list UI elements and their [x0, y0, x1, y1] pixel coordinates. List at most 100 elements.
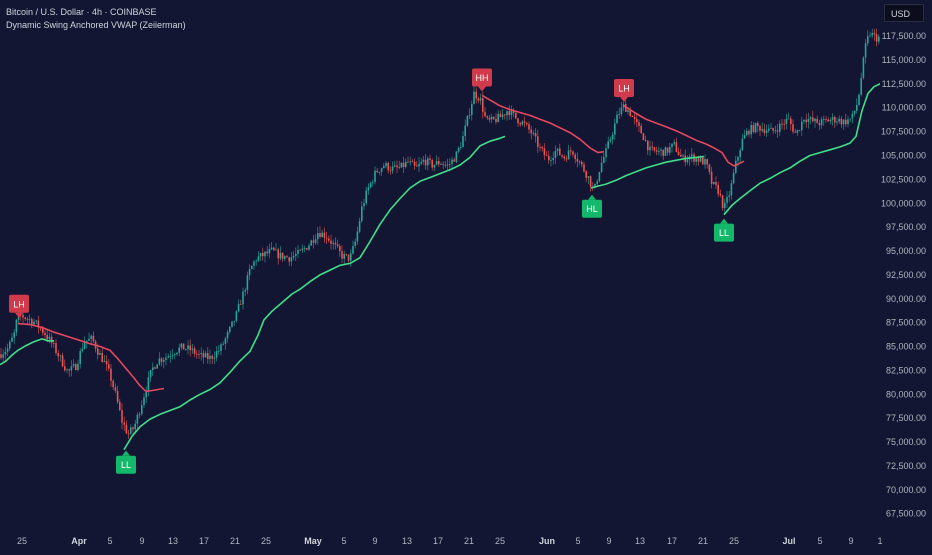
currency-button[interactable]: USD [884, 4, 924, 22]
candle-body [556, 148, 559, 151]
candlestick-series [0, 28, 882, 439]
candle-body [864, 43, 867, 58]
candle-body [240, 304, 242, 305]
symbol-title[interactable]: Bitcoin / U.S. Dollar · 4h · COINBASE [6, 7, 157, 17]
candle-body [156, 364, 158, 369]
resistance-vwap-line[interactable] [623, 105, 745, 167]
y-tick-label: 110,000.00 [882, 103, 926, 113]
candle-body [823, 119, 825, 120]
candle-body [420, 161, 422, 164]
candle-body [231, 321, 233, 327]
candle-body [486, 116, 488, 118]
swing-label-lh[interactable]: LH [614, 79, 634, 102]
candle-body [600, 162, 603, 172]
candle-body [6, 348, 9, 352]
candle-body [92, 335, 95, 342]
candle-body [363, 203, 365, 207]
candle-body [149, 370, 152, 378]
candle-body [869, 35, 871, 37]
candle-body [352, 246, 354, 254]
candle-body [48, 336, 51, 340]
candle-body [506, 111, 508, 116]
swing-label-hl[interactable]: HL [582, 194, 602, 218]
candle-body [237, 304, 240, 312]
candle-body [482, 98, 484, 112]
candle-body [653, 147, 656, 151]
swing-label-box [472, 68, 492, 87]
candle-body [834, 117, 836, 123]
candle-body [550, 160, 552, 161]
x-tick-label: Apr [71, 536, 87, 546]
swing-label-hh[interactable]: HH [472, 68, 492, 92]
candle-body [583, 164, 585, 172]
candle-body [873, 32, 876, 35]
support-vwap-line[interactable] [590, 155, 705, 189]
candle-body [484, 111, 486, 117]
candle-body [807, 119, 810, 123]
y-axis-background [880, 0, 932, 550]
swing-label-lh[interactable]: LH [9, 294, 29, 318]
candle-body [187, 345, 189, 350]
swing-label-ll[interactable]: LL [714, 218, 734, 242]
x-tick-label: 1 [877, 536, 882, 546]
candle-body [585, 171, 587, 178]
candle-body [521, 121, 524, 125]
candle-body [825, 119, 827, 120]
candle-body [182, 343, 185, 350]
candle-body [765, 130, 768, 133]
candle-body [211, 355, 213, 359]
candle-body [523, 121, 526, 123]
x-tick-label: Jun [539, 536, 555, 546]
candle-body [466, 115, 469, 126]
candle-body [433, 164, 436, 168]
y-tick-label: 87,500.00 [886, 318, 926, 328]
candle-body [343, 253, 345, 259]
candle-body [818, 123, 821, 126]
candle-body [534, 133, 537, 137]
candle-body [704, 159, 706, 165]
candle-body [409, 161, 411, 163]
candle-body [244, 290, 246, 292]
candle-body [380, 168, 383, 172]
swing-label-text: LL [719, 228, 729, 238]
x-tick-label: 9 [372, 536, 377, 546]
candle-body [647, 140, 649, 151]
candle-body [64, 366, 66, 371]
y-tick-label: 85,000.00 [886, 342, 926, 352]
candle-body [572, 151, 574, 155]
candle-body [59, 355, 62, 357]
swing-label-text: HL [586, 204, 598, 214]
resistance-vwap-line[interactable] [481, 94, 605, 154]
candle-body [493, 116, 495, 119]
support-vwap-line[interactable] [723, 82, 883, 216]
candle-body [790, 118, 792, 125]
candle-body [757, 123, 759, 126]
candle-body [361, 206, 363, 222]
candle-body [330, 240, 332, 244]
support-vwap-line[interactable] [0, 338, 54, 366]
x-tick-label: 17 [199, 536, 209, 546]
y-tick-label: 97,500.00 [886, 222, 926, 232]
candle-body [537, 136, 539, 147]
candle-body [638, 122, 640, 126]
candle-body [708, 164, 711, 172]
candle-body [649, 146, 651, 151]
support-vwap-line[interactable] [123, 135, 506, 451]
candle-body [138, 414, 141, 415]
candle-body [501, 114, 504, 117]
candle-body [680, 155, 682, 157]
candle-body [277, 249, 279, 259]
candle-body [15, 319, 18, 333]
candle-body [671, 143, 673, 147]
indicator-title[interactable]: Dynamic Swing Anchored VWAP (Zeiierman) [6, 20, 186, 30]
candle-body [842, 119, 845, 125]
candle-body [154, 367, 156, 369]
candle-body [836, 121, 838, 123]
candle-body [642, 133, 645, 141]
candle-body [752, 125, 755, 133]
candle-body [229, 326, 231, 333]
resistance-vwap-line[interactable] [17, 322, 165, 393]
swing-label-ll[interactable]: LL [116, 450, 136, 474]
